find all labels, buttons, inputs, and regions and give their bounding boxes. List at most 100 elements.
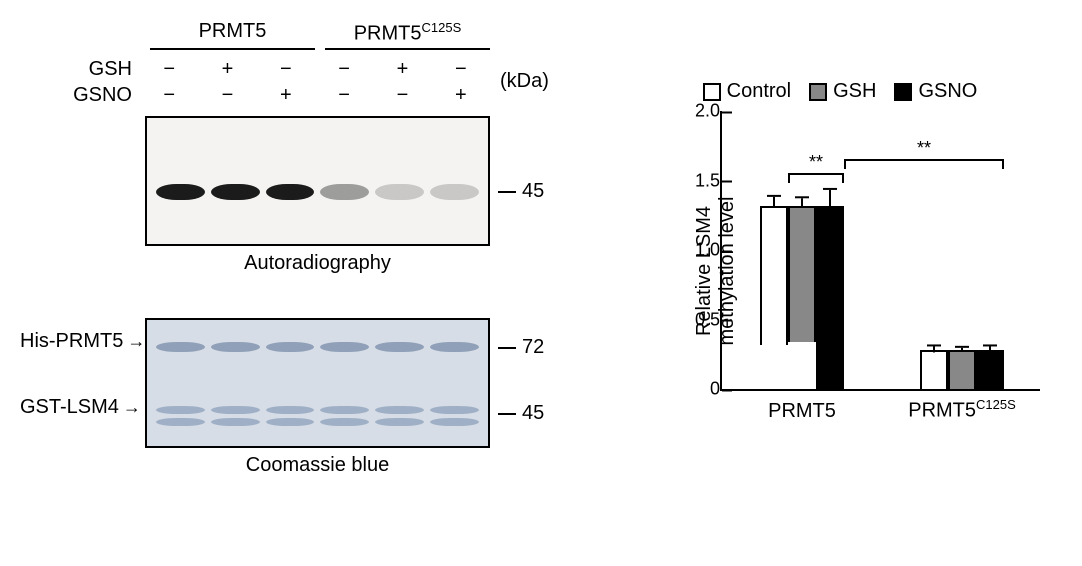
band [156,184,205,200]
y-tick: 1.5 [690,170,720,191]
treatment-mark: − [315,58,373,81]
band [320,184,369,200]
bar [920,350,948,389]
band [375,406,424,414]
legend-swatch [703,83,721,101]
band [430,342,479,352]
treatment-table: GSH −+−−+− GSNO −−+−−+ [20,56,490,108]
band [211,406,260,414]
error-bar [823,187,837,207]
band-row [147,418,488,426]
mw-marker: 72 [498,336,544,359]
y-tick: 1.0 [690,240,720,261]
band [430,184,479,200]
group-label-prmt5: PRMT5 [150,20,315,50]
treatment-mark: − [315,84,373,107]
autoradiography-blot [145,116,490,246]
y-tick: 2.0 [690,101,720,122]
group-label-sup: C125S [422,20,462,35]
significance-label: ** [917,138,931,159]
treatment-mark: − [432,58,490,81]
treatment-label: GSH [20,58,140,81]
band [156,342,205,352]
band [266,406,315,414]
bar-chart: Relative LSM4 methylation level 00.51.01… [660,111,1040,431]
x-tick-label: PRMT5C125S [908,397,1016,423]
legend-swatch [894,83,912,101]
figure-root: PRMT5 PRMT5C125S GSH −+−−+− GSNO −−+−−+ … [20,20,1062,431]
legend-label: GSNO [918,80,977,103]
bar [816,206,844,389]
band [211,184,260,200]
autoradiography-caption: Autoradiography [145,252,490,275]
treatment-mark: − [140,58,198,81]
bar [760,206,788,345]
bar [788,206,816,342]
plot-area: ** ** [722,111,1040,389]
band [375,342,424,352]
band [375,418,424,426]
arrow-right-icon: → [123,397,141,418]
treatment-row-gsno: GSNO −−+−−+ [20,82,490,108]
band [320,406,369,414]
group-label-text: PRMT5 [199,20,267,42]
error-bar [955,346,969,352]
group-label-prmt5-mutant: PRMT5C125S [325,20,490,50]
treatment-label: GSNO [20,84,140,107]
band [266,418,315,426]
legend-label: Control [727,80,791,103]
band [375,184,424,200]
mw-marker: 45 [498,180,544,203]
blot-panel: PRMT5 PRMT5C125S GSH −+−−+− GSNO −−+−−+ … [20,20,580,431]
chart-panel: ControlGSHGSNO Relative LSM4 methylation… [630,20,1050,431]
protein-row-label: GST-LSM4→ [20,396,141,419]
significance-bracket [844,159,1004,161]
treatment-mark: − [257,58,315,81]
significance-bracket [788,173,844,175]
error-bar [983,345,997,353]
legend-swatch [809,83,827,101]
y-tick: 0 [690,379,720,400]
treatment-mark: + [432,84,490,107]
error-bar [767,194,781,207]
legend-label: GSH [833,80,876,103]
treatment-row-gsh: GSH −+−−+− [20,56,490,82]
group-labels: PRMT5 PRMT5C125S [150,20,490,50]
y-tick: 0.5 [690,309,720,330]
error-bar [927,345,941,353]
treatment-mark: + [198,58,256,81]
band [320,418,369,426]
treatment-mark: + [373,58,431,81]
band-row [147,342,488,352]
band [320,342,369,352]
treatment-cells: −+−−+− [140,58,490,81]
treatment-mark: − [373,84,431,107]
x-axis [720,389,1040,391]
significance-label: ** [809,152,823,173]
x-tick-label: PRMT5 [768,400,836,423]
treatment-mark: + [257,84,315,107]
treatment-cells: −−+−−+ [140,84,490,107]
band [430,418,479,426]
bar [976,350,1004,389]
band [211,418,260,426]
unit-label: (kDa) [500,70,549,93]
band [211,342,260,352]
band-row [147,184,488,200]
coomassie-blot [145,318,490,448]
band-row [147,406,488,414]
arrow-right-icon: → [127,331,145,352]
band [156,406,205,414]
band [430,406,479,414]
treatment-mark: − [198,84,256,107]
band [266,184,315,200]
legend-item: GSH [809,80,876,103]
legend-item: GSNO [894,80,977,103]
protein-row-label: His-PRMT5→ [20,330,145,353]
bar-group [760,206,844,389]
band [156,418,205,426]
error-bar [795,196,809,208]
mw-marker: 45 [498,402,544,425]
coomassie-caption: Coomassie blue [145,454,490,477]
group-label-text: PRMT5 [354,23,422,45]
